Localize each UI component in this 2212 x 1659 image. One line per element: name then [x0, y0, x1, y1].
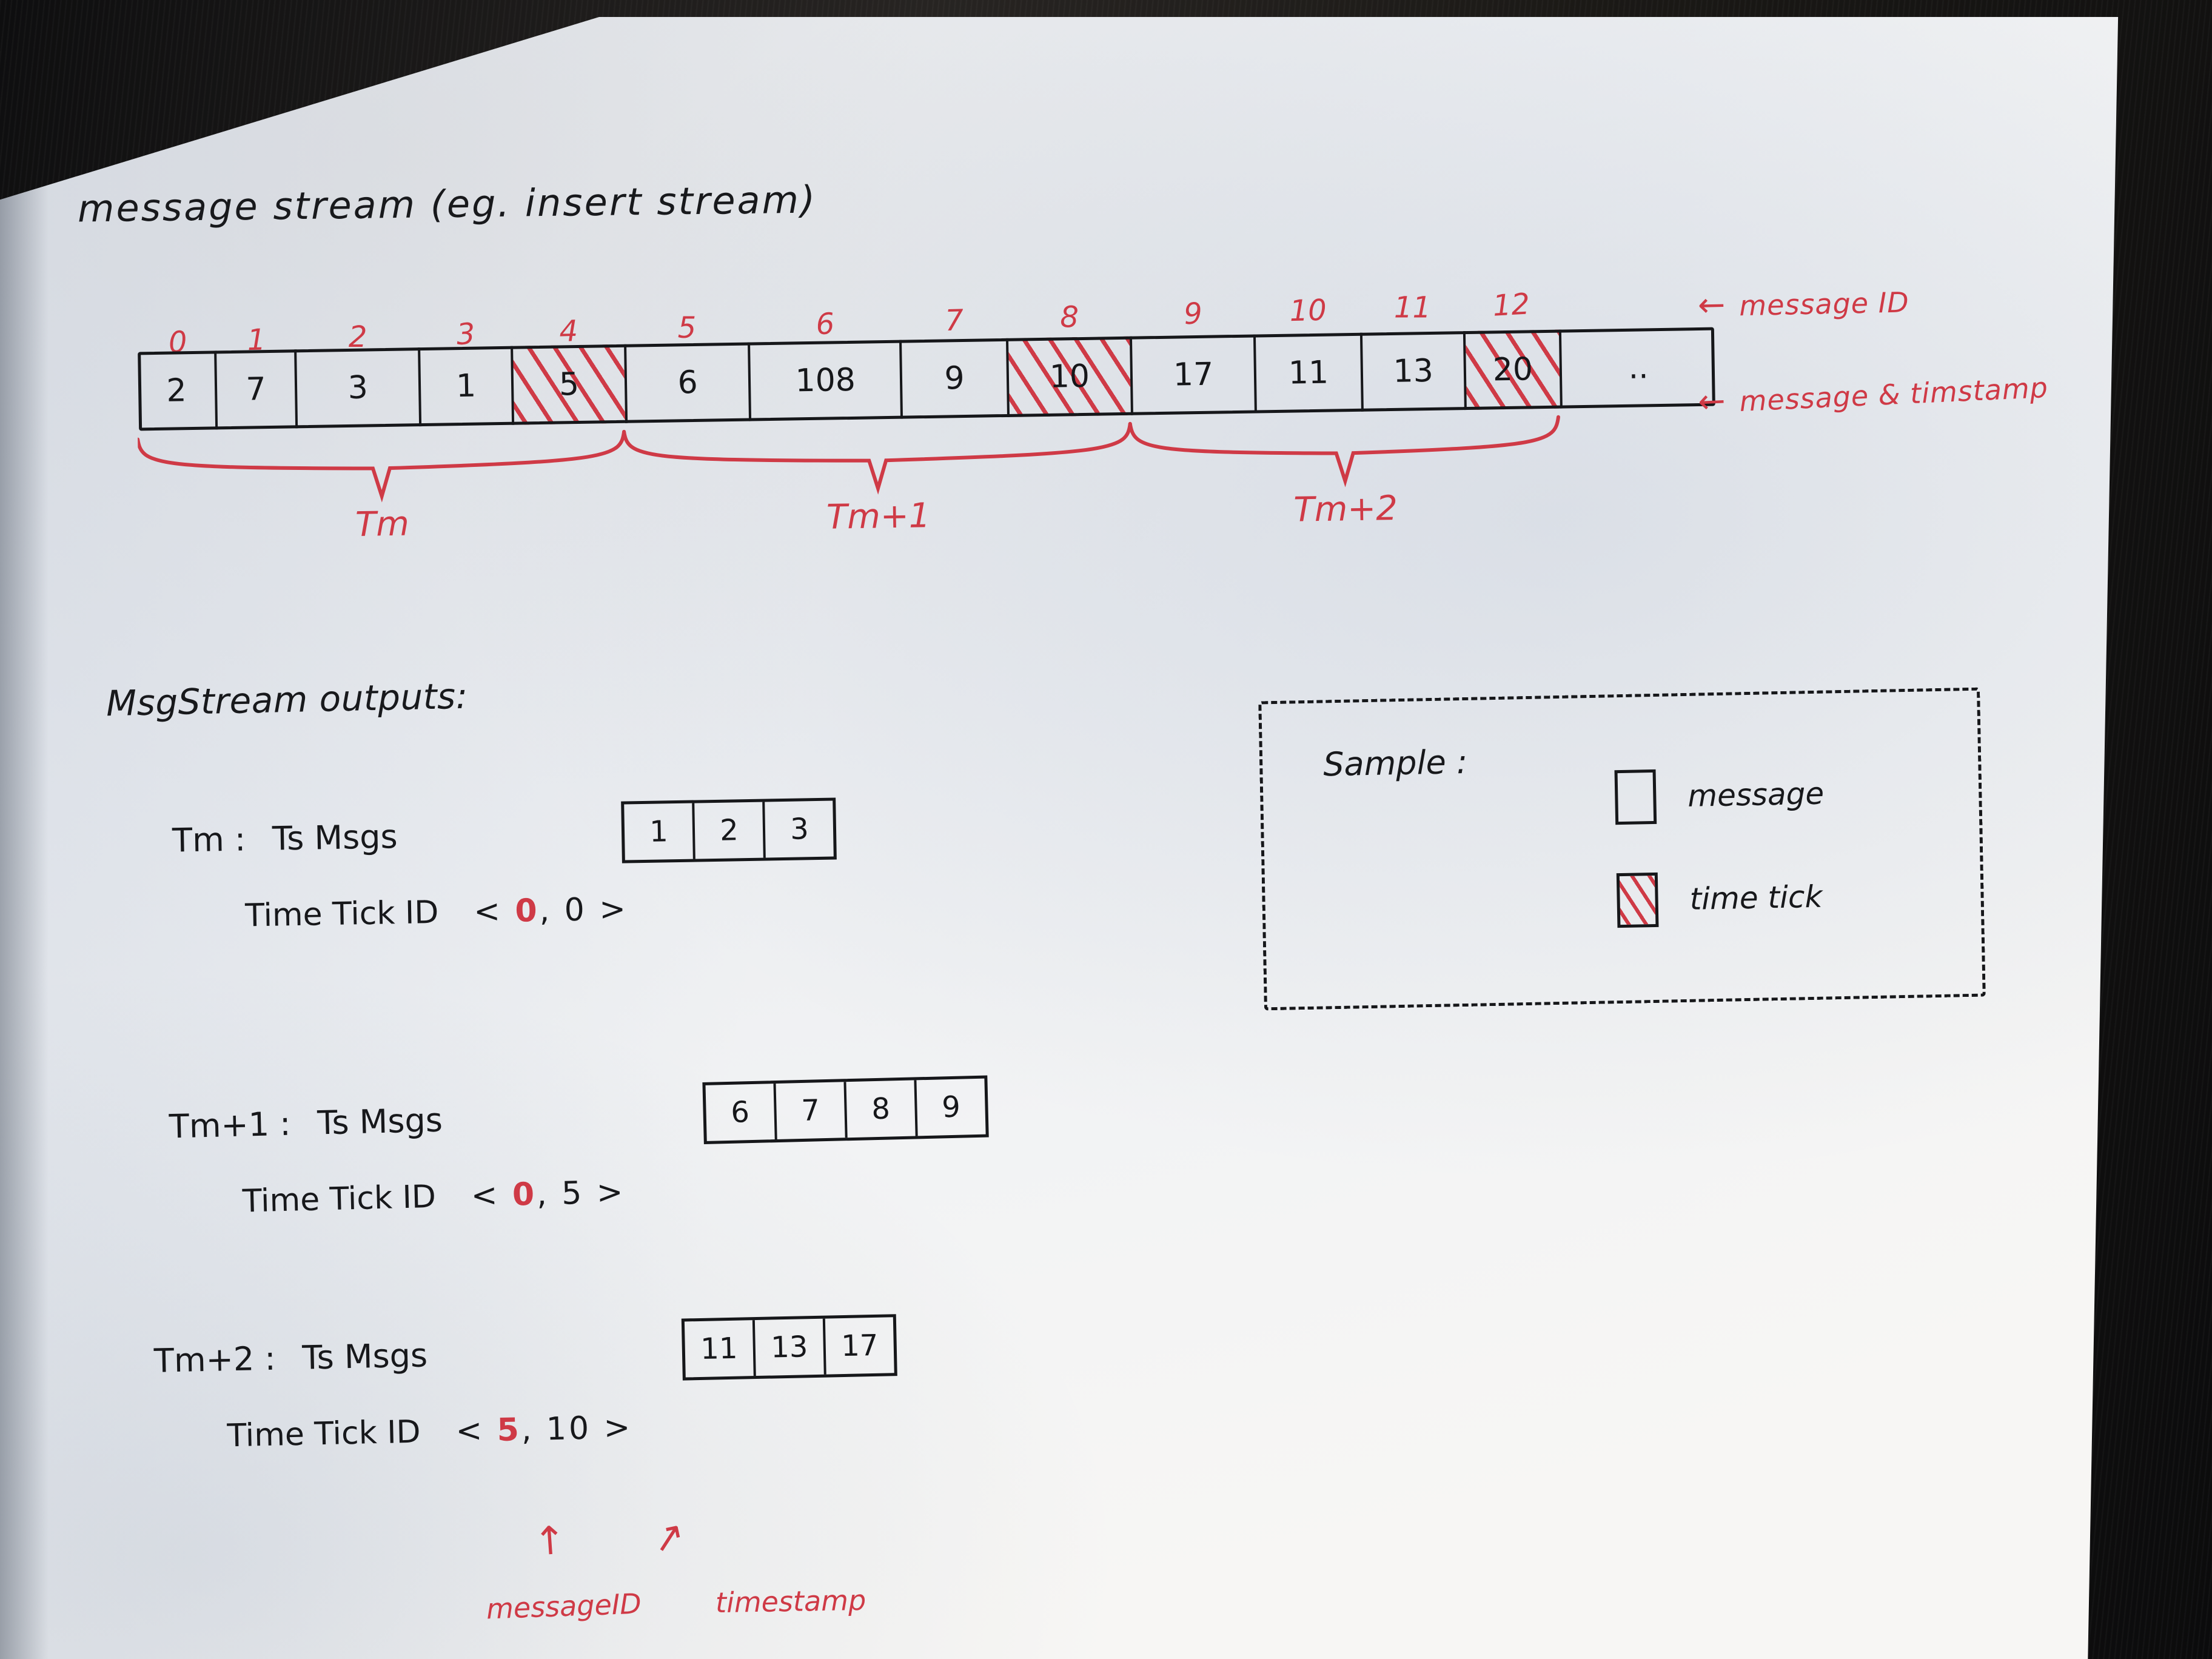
timetick-comma: , [521, 1411, 547, 1449]
stream-index-label: 5 [677, 311, 697, 346]
timetick-message-id: 5 [497, 1412, 522, 1449]
stream-cell-value: 1 [455, 367, 477, 405]
pointer-label-timestamp: timestamp [715, 1583, 866, 1620]
legend-title: Sample : [1322, 742, 1468, 784]
stream-cell-value: 20 [1492, 351, 1533, 389]
output-message-cell: 7 [776, 1082, 848, 1140]
output-message-cell: 17 [840, 1328, 879, 1364]
timetick-message-id: 0 [514, 893, 540, 930]
timetick-timestamp: 10 [546, 1410, 592, 1448]
stream-cell-value: 3 [347, 369, 369, 406]
stream-index-label: 11 [1393, 290, 1431, 325]
stream-index-label: 9 [1182, 296, 1204, 332]
output-message-cell: 13 [754, 1318, 826, 1376]
paper-edge-shadow [0, 17, 49, 1659]
timetick-angle-open: < [471, 1176, 513, 1215]
timetick-angle-open: < [455, 1412, 498, 1450]
output-block: Tm : Ts Msgs 1 2 3 Time Tick ID < 0, 0 > [172, 797, 838, 935]
timetick-pointer-annotations: ↑ ↗ messageID timestamp [486, 1512, 1079, 1659]
output-window-label: Tm : [172, 819, 246, 860]
stream-cell-value: .. [1627, 349, 1649, 386]
timetick-comma: , [536, 1175, 562, 1213]
stream-cell-value: 6 [677, 364, 699, 401]
legend-item: time tick [1616, 870, 1823, 928]
brace-shapes [138, 415, 1560, 503]
output-message-cell: 11 [684, 1320, 756, 1378]
stream-index-label: 7 [944, 303, 964, 338]
stream-cell-value: 5 [558, 366, 580, 403]
time-window-label: Tm+1 [826, 496, 931, 537]
legend-swatch-timetick-icon [1616, 872, 1659, 928]
stream-index-label: 6 [814, 306, 836, 342]
output-window-label: Tm+1 : [169, 1104, 292, 1146]
annotation-message-id: ← message ID [1697, 281, 1909, 324]
output-message-boxes: 11 13 17 [681, 1314, 897, 1381]
output-message-cell: 3 [789, 812, 809, 846]
timetick-angle-close: > [591, 1409, 633, 1447]
arrow-left-icon: ← [1697, 285, 1726, 324]
stream-cell-value: 9 [943, 360, 965, 397]
output-block: Tm+1 : Ts Msgs 6 7 8 9 Time Tick ID < 0, 5 > [169, 1075, 991, 1222]
annotation-message-id-label: message ID [1738, 286, 1910, 323]
time-window-brace [1128, 415, 1560, 488]
stream-cell-value: 11 [1288, 354, 1329, 392]
output-timetick-caption: Time Tick ID [227, 1413, 421, 1455]
output-timetick-caption: Time Tick ID [244, 894, 439, 934]
time-window-braces: Tm Tm+1 Tm+2 [138, 412, 1728, 545]
legend-item-label: message [1687, 776, 1825, 814]
output-timetick-value: < 0, 0 > [474, 891, 629, 930]
output-msgs-caption: Ts Msgs [272, 817, 398, 858]
timetick-comma: , [539, 892, 565, 930]
stream-cell-value: 108 [795, 361, 856, 400]
stream-cell-value: 13 [1393, 352, 1434, 390]
output-timetick-value: < 0, 5 > [471, 1174, 626, 1214]
timetick-angle-close: > [586, 891, 629, 928]
outputs-heading: MsgStream outputs: [106, 675, 469, 725]
stream-cell-value: 7 [246, 371, 267, 408]
output-window-label: Tm+2 : [153, 1339, 276, 1380]
output-timetick-caption: Time Tick ID [242, 1178, 437, 1220]
output-message-cell: 8 [846, 1080, 918, 1138]
stream-index-label: 4 [558, 314, 578, 349]
timetick-angle-open: < [473, 893, 515, 930]
stream-index-label: 10 [1289, 293, 1327, 329]
stream-cell-value: 17 [1173, 356, 1214, 394]
output-messages-row: Tm : Ts Msgs 1 2 3 [172, 797, 837, 871]
time-window-label: Tm [355, 504, 410, 545]
pointer-label-message-id: messageID [486, 1587, 642, 1626]
timetick-timestamp: 5 [561, 1175, 585, 1212]
output-message-cell: 6 [705, 1084, 777, 1141]
output-block: Tm+2 : Ts Msgs 11 13 17 Time Tick ID < 5, 10 > [153, 1314, 899, 1456]
output-timetick-value: < 5, 10 > [455, 1409, 633, 1449]
arrow-up-icon: ↑ [532, 1518, 568, 1565]
time-window-brace [138, 429, 626, 503]
stream-index-label: 8 [1060, 300, 1079, 335]
legend-box: Sample : message time tick [1258, 687, 1986, 1011]
output-message-cell: 9 [941, 1090, 961, 1125]
output-message-cell: 1 [624, 803, 696, 860]
legend-item: message [1614, 766, 1825, 825]
legend-swatch-message-icon [1614, 769, 1657, 825]
time-window-label: Tm+2 [1293, 488, 1398, 530]
output-msgs-caption: Ts Msgs [317, 1101, 443, 1142]
time-window-brace [622, 421, 1132, 495]
legend-item-label: time tick [1689, 879, 1823, 917]
stream-index-label: 12 [1492, 287, 1531, 323]
output-msgs-caption: Ts Msgs [301, 1335, 428, 1377]
arrow-diagonal-icon: ↗ [648, 1512, 689, 1563]
stream-cell-value: 2 [166, 372, 187, 409]
timetick-message-id: 0 [512, 1176, 537, 1213]
timetick-angle-close: > [583, 1174, 626, 1212]
page-title: message stream (eg. insert stream) [77, 177, 817, 231]
timetick-timestamp: 0 [564, 891, 588, 929]
stream-cell-value: 10 [1049, 358, 1090, 395]
output-message-cell: 2 [694, 802, 766, 859]
